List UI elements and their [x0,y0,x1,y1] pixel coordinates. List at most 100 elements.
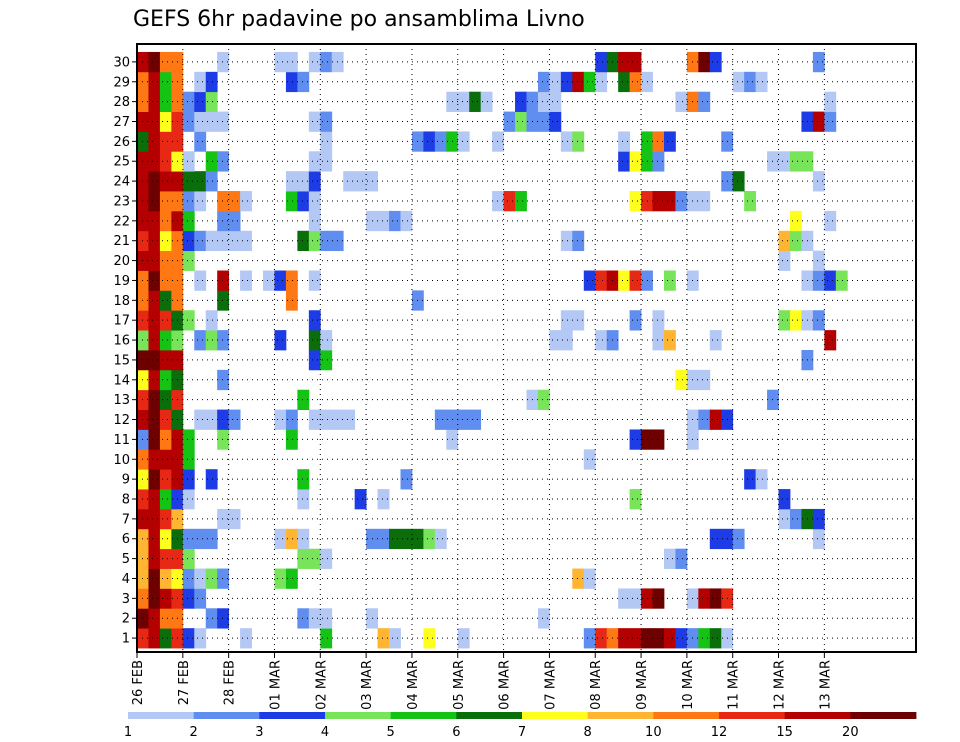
heatmap-cell [709,528,722,550]
heatmap-cell [205,608,218,629]
x-tick-label: 27 FEB [177,660,192,705]
heatmap-cell [228,191,241,212]
heatmap-cell [629,429,642,450]
heatmap-cell [641,131,653,152]
heatmap-cell [297,528,310,550]
heatmap-cell [824,270,837,291]
heatmap-cell [194,131,207,152]
colorbar-label: 10 [645,725,662,740]
heatmap-cell [423,131,436,152]
heatmap-cell [274,528,287,550]
heatmap-cell [583,628,596,649]
heatmap-cell [583,270,596,291]
heatmap-cell [389,628,401,649]
heatmap-cell [755,469,768,490]
heatmap-cell [194,230,207,252]
x-tick-label: 28 FEB [223,660,238,705]
y-tick-label: 25 [113,155,130,170]
heatmap-cell [354,171,367,192]
heatmap-cell [148,250,161,271]
heatmap-cell [778,151,791,172]
heatmap-cell [148,449,161,470]
heatmap-cell [744,469,757,490]
heatmap-cell [217,429,230,450]
heatmap-cell [560,310,573,331]
heatmap-cell [652,429,665,450]
x-tick-label: 09 MAR [635,660,650,710]
heatmap-cell [400,210,413,232]
heatmap-cell [308,171,321,192]
x-tick-label: 07 MAR [543,660,558,710]
heatmap-cell [285,429,298,450]
heatmap-cell [320,409,333,430]
heatmap-cell [595,628,608,649]
heatmap-cell [675,369,688,391]
heatmap-cell [320,131,333,152]
y-tick-label: 22 [113,214,130,229]
heatmap-cell [629,191,642,212]
heatmap-cell [159,290,172,311]
heatmap-cell [148,151,161,172]
heatmap-cell [217,51,230,73]
heatmap-cell [148,548,161,569]
heatmap-cell [159,230,172,252]
heatmap-cell [194,91,207,112]
y-tick-label: 1 [122,632,130,647]
heatmap-cell [320,608,333,629]
heatmap-cell [159,349,172,371]
heatmap-cell [629,51,642,73]
heatmap-cell [182,230,195,252]
heatmap-cell [148,71,161,93]
heatmap-cell [148,588,161,609]
x-tick-label: 12 MAR [773,660,788,710]
heatmap-cell [148,528,161,550]
heatmap-cell [812,51,825,73]
heatmap-cell [159,250,172,271]
heatmap-cell [182,151,195,172]
heatmap-cell [835,270,848,291]
heatmap-cell [652,628,665,649]
heatmap-cell [663,330,676,351]
y-tick-label: 5 [122,552,130,567]
heatmap-cell [629,151,642,172]
heatmap-cell [789,210,802,232]
heatmap-cell [217,330,230,351]
heatmap-cell [652,131,665,152]
heatmap-cell [148,608,161,629]
heatmap-cell [194,111,207,132]
heatmap-cell [560,131,573,152]
heatmap-cell [297,489,310,510]
y-tick-label: 29 [113,75,130,90]
heatmap-cell [182,588,195,609]
heatmap-cell [789,310,802,331]
y-tick-label: 12 [113,413,130,428]
heatmap-cell [732,71,745,93]
colorbar-swatch [784,712,851,719]
heatmap-cell [148,270,161,291]
heatmap-cell [159,171,172,192]
heatmap-cell [285,568,298,589]
heatmap-cell [182,469,195,490]
heatmap-cell [148,171,161,192]
heatmap-cell [308,608,321,629]
heatmap-cell [194,588,207,609]
heatmap-cell [217,568,230,589]
heatmap-cell [652,330,665,351]
heatmap-cell [182,568,195,589]
heatmap-cell [194,528,207,550]
heatmap-cell [812,310,825,331]
heatmap-cell [285,290,298,311]
heatmap-cell [159,489,172,510]
heatmap-cell [159,151,172,172]
heatmap-cell [641,429,653,450]
heatmap-cell [217,608,230,629]
heatmap-cell [240,230,252,252]
heatmap-cell [434,528,447,550]
y-tick-label: 7 [122,512,130,527]
heatmap-cell [549,330,562,351]
heatmap-cell [537,111,550,132]
heatmap-cell [320,548,333,569]
heatmap-cell [778,508,791,530]
heatmap-cell [503,111,516,132]
heatmap-cell [148,409,161,430]
